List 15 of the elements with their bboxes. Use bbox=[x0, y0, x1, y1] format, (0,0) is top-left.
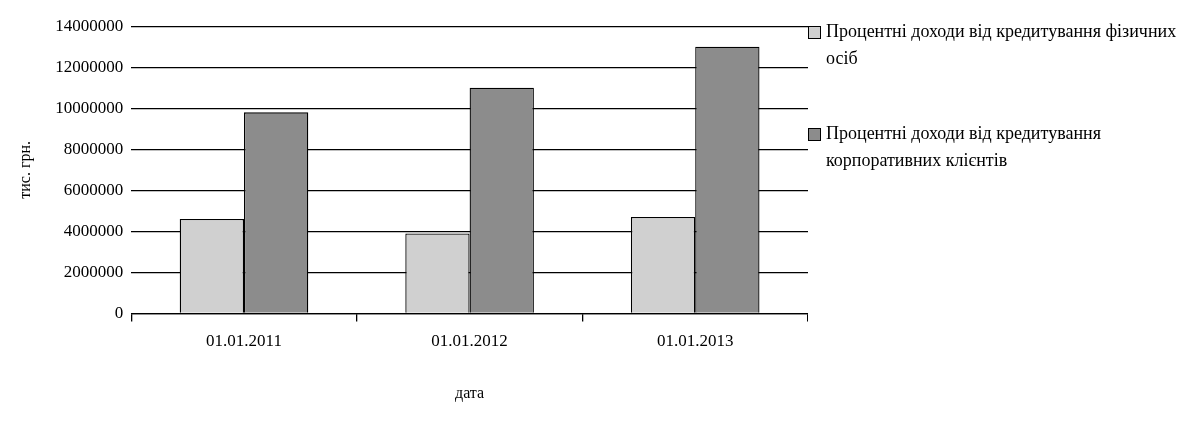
y-tick-label: 14000000 bbox=[55, 15, 124, 35]
y-tick-label: 10000000 bbox=[55, 97, 124, 117]
y-tick-label: 4000000 bbox=[63, 220, 124, 240]
y-axis-title: тис. грн. bbox=[15, 140, 34, 199]
y-tick-label: 0 bbox=[114, 302, 124, 322]
y-tick-label: 8000000 bbox=[63, 138, 124, 158]
y-tick-label: 2000000 bbox=[63, 261, 124, 281]
y-tick-label: 6000000 bbox=[63, 179, 124, 199]
legend-label: Процентні доходи від кредитування корпоративних клієнтів bbox=[826, 122, 1102, 172]
x-tick-label: 01.01.2011 bbox=[206, 331, 282, 351]
x-tick-label: 01.01.2012 bbox=[431, 331, 508, 351]
x-tick-label: 01.01.2013 bbox=[656, 331, 734, 351]
y-tick-label: 12000000 bbox=[55, 56, 124, 76]
legend-label: Процентні доходи від кредитування фізичних осіб bbox=[826, 20, 1178, 70]
x-axis-title: дата bbox=[455, 383, 485, 402]
